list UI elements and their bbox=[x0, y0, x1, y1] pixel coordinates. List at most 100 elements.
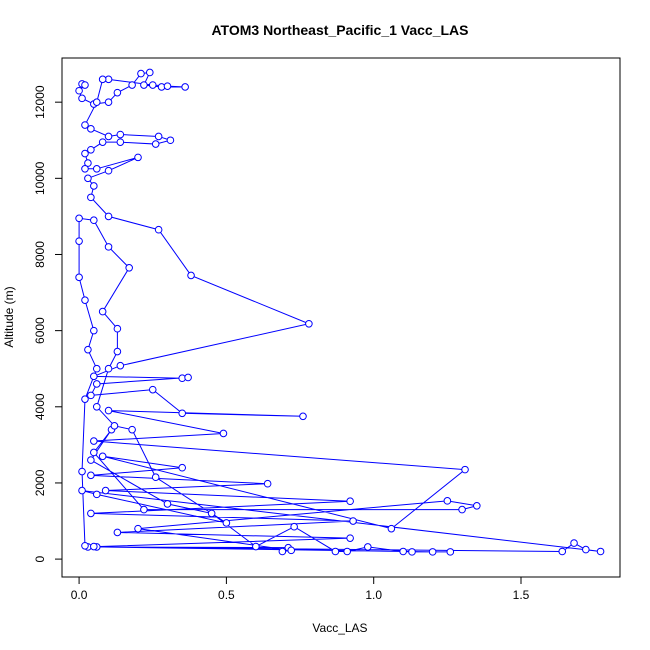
data-point bbox=[252, 542, 260, 551]
data-point bbox=[98, 452, 107, 461]
data-point bbox=[154, 225, 163, 234]
data-point bbox=[75, 273, 83, 282]
data-point bbox=[116, 130, 125, 139]
y-axis-label: Altitude (m) bbox=[2, 286, 16, 347]
data-point bbox=[81, 121, 89, 129]
data-point bbox=[87, 391, 95, 400]
data-point bbox=[113, 88, 122, 97]
data-point bbox=[116, 361, 125, 370]
data-point bbox=[104, 212, 113, 221]
data-point bbox=[92, 364, 101, 373]
data-point bbox=[90, 448, 98, 457]
data-point bbox=[570, 539, 578, 547]
x-axis-label: Vacc_LAS bbox=[312, 621, 367, 635]
data-point bbox=[125, 264, 133, 272]
y-tick-label: 6000 bbox=[33, 317, 47, 344]
data-point bbox=[104, 166, 113, 175]
data-point bbox=[110, 422, 119, 430]
data-point bbox=[596, 547, 605, 556]
data-point bbox=[90, 372, 98, 381]
data-point bbox=[154, 132, 163, 141]
data-point bbox=[558, 547, 567, 556]
data-point bbox=[349, 517, 357, 525]
data-point bbox=[222, 519, 231, 527]
data-point bbox=[151, 140, 160, 148]
data-point bbox=[128, 81, 136, 89]
data-point bbox=[113, 528, 122, 537]
data-point bbox=[81, 81, 89, 89]
data-point bbox=[399, 547, 407, 556]
data-point bbox=[104, 243, 113, 251]
chart-title: ATOM3 Northeast_Pacific_1 Vacc_LAS bbox=[211, 22, 468, 38]
data-point bbox=[104, 364, 113, 373]
data-point bbox=[408, 548, 416, 556]
data-point bbox=[84, 345, 92, 354]
data-point bbox=[446, 548, 455, 556]
x-tick-label: 0.0 bbox=[71, 588, 88, 602]
data-point bbox=[87, 471, 95, 480]
data-point bbox=[92, 98, 101, 106]
data-point bbox=[290, 522, 298, 531]
data-point bbox=[84, 174, 92, 183]
data-point bbox=[184, 373, 192, 382]
data-point bbox=[84, 159, 92, 167]
data-point bbox=[178, 463, 187, 472]
data-point bbox=[461, 465, 469, 474]
data-point bbox=[364, 543, 372, 551]
data-point bbox=[140, 81, 148, 89]
data-point bbox=[87, 145, 95, 154]
y-tick-label: 0 bbox=[33, 555, 47, 562]
data-point bbox=[187, 271, 195, 280]
data-point bbox=[87, 193, 95, 202]
data-point bbox=[116, 138, 125, 146]
data-point bbox=[305, 319, 313, 328]
data-point bbox=[90, 542, 98, 551]
data-point bbox=[428, 548, 437, 556]
data-point bbox=[443, 497, 452, 505]
data-point bbox=[81, 541, 89, 550]
data-point bbox=[104, 406, 113, 415]
data-point bbox=[92, 402, 101, 411]
data-point bbox=[299, 412, 307, 421]
data-point bbox=[207, 509, 216, 518]
data-point bbox=[181, 83, 189, 91]
data-point bbox=[166, 136, 175, 145]
data-point bbox=[151, 473, 160, 482]
x-tick-label: 1.0 bbox=[365, 588, 382, 602]
data-point bbox=[98, 75, 107, 84]
data-point bbox=[346, 497, 354, 506]
data-point bbox=[263, 479, 272, 488]
x-tick-label: 1.5 bbox=[513, 588, 530, 602]
data-point bbox=[145, 68, 154, 77]
data-point bbox=[81, 296, 89, 304]
data-point bbox=[219, 429, 228, 438]
data-point bbox=[92, 490, 101, 499]
y-tick-label: 12000 bbox=[33, 85, 47, 119]
data-point bbox=[87, 509, 95, 518]
data-point bbox=[75, 86, 83, 95]
data-point bbox=[81, 165, 89, 173]
data-point bbox=[178, 409, 187, 418]
data-point bbox=[113, 347, 122, 356]
data-point bbox=[78, 467, 86, 476]
data-point bbox=[134, 153, 142, 162]
data-point bbox=[343, 547, 351, 556]
data-point bbox=[128, 425, 136, 434]
data-line bbox=[78, 71, 601, 553]
data-point bbox=[101, 486, 110, 495]
data-point bbox=[90, 326, 98, 335]
data-point bbox=[75, 214, 83, 223]
data-point bbox=[473, 501, 481, 510]
data-point bbox=[104, 98, 113, 106]
data-point bbox=[104, 132, 113, 141]
data-point bbox=[81, 395, 89, 403]
data-point bbox=[163, 82, 172, 90]
data-point bbox=[92, 380, 101, 388]
data-point bbox=[87, 125, 95, 133]
data-point bbox=[137, 69, 145, 78]
data-point bbox=[87, 456, 95, 464]
data-point bbox=[387, 524, 396, 533]
data-point bbox=[75, 237, 83, 245]
y-tick-label: 10000 bbox=[33, 161, 47, 195]
